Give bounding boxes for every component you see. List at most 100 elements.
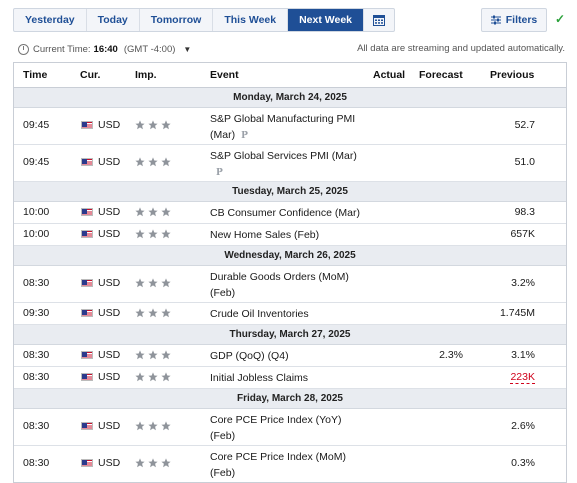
event-name[interactable]: New Home Sales (Feb) (210, 227, 365, 243)
event-currency: USD (81, 277, 120, 289)
us-flag-icon (81, 309, 93, 317)
us-flag-icon (81, 230, 93, 238)
importance-stars (135, 157, 171, 167)
star-icon (135, 350, 145, 360)
table-row[interactable]: 08:30 USD Core PCE Price Index (MoM) (Feb)… (14, 446, 566, 482)
table-row[interactable]: 08:30 USD GDP (QoQ) (Q4) 2.3% 3.1% (14, 345, 566, 367)
tab-today[interactable]: Today (87, 9, 140, 31)
event-currency: USD (81, 420, 120, 432)
event-time: 09:45 (23, 156, 50, 168)
star-icon (135, 207, 145, 217)
star-icon (148, 229, 158, 239)
day-header: Friday, March 28, 2025 (14, 389, 566, 409)
check-icon: ✓ (555, 12, 566, 26)
event-currency: USD (81, 228, 120, 240)
event-name-text: CB Consumer Confidence (Mar) (210, 207, 360, 219)
tab-yesterday[interactable]: Yesterday (14, 9, 87, 31)
importance-stars (135, 421, 171, 431)
table-row[interactable]: 08:30 USD Core PCE Price Index (YoY) (Feb)… (14, 409, 566, 446)
importance-stars (135, 458, 171, 468)
calendar-button[interactable] (364, 9, 394, 31)
col-importance: Imp. (135, 69, 157, 81)
star-icon (161, 278, 171, 288)
currency-label: USD (98, 277, 121, 289)
tab-tomorrow[interactable]: Tomorrow (140, 9, 214, 31)
event-currency: USD (81, 307, 120, 319)
currency-label: USD (98, 349, 121, 361)
filters-button[interactable]: Filters (481, 8, 547, 32)
col-forecast: Forecast (419, 69, 463, 81)
event-previous: 0.3% (511, 457, 535, 469)
table-row[interactable]: 09:45 USD S&P Global Services PMI (Mar) P 51… (14, 145, 566, 182)
table-row[interactable]: 08:30 USD Durable Goods Orders (MoM) (Feb)… (14, 266, 566, 303)
currency-label: USD (98, 307, 121, 319)
star-icon (135, 278, 145, 288)
event-time: 09:45 (23, 119, 50, 131)
event-name[interactable]: Durable Goods Orders (MoM) (Feb) (210, 269, 365, 301)
event-time: 10:00 (23, 228, 50, 240)
importance-stars (135, 278, 171, 288)
event-name[interactable]: GDP (QoQ) (Q4) (210, 348, 365, 364)
current-time-label: Current Time: (33, 43, 91, 55)
event-time: 10:00 (23, 206, 50, 218)
star-icon (148, 207, 158, 217)
star-icon (161, 229, 171, 239)
event-currency: USD (81, 349, 120, 361)
star-icon (135, 120, 145, 130)
event-previous: 3.1% (511, 349, 535, 361)
event-name[interactable]: Core PCE Price Index (YoY) (Feb) (210, 412, 365, 444)
us-flag-icon (81, 351, 93, 359)
col-time: Time (23, 69, 48, 81)
sliders-icon (490, 15, 501, 25)
event-time: 08:30 (23, 457, 50, 469)
event-name[interactable]: S&P Global Services PMI (Mar) P (210, 148, 365, 181)
star-icon (161, 350, 171, 360)
star-icon (135, 458, 145, 468)
table-row[interactable]: 10:00 USD New Home Sales (Feb) 657K (14, 224, 566, 246)
table-row[interactable]: 08:30 USD Initial Jobless Claims 223K (14, 367, 566, 389)
event-currency: USD (81, 119, 120, 131)
event-name-text: Durable Goods Orders (MoM) (Feb) (210, 271, 349, 299)
day-header: Tuesday, March 25, 2025 (14, 182, 566, 202)
tab-this-week[interactable]: This Week (213, 9, 289, 31)
event-time: 08:30 (23, 420, 50, 432)
star-icon (135, 229, 145, 239)
clock-icon (18, 43, 29, 55)
event-name[interactable]: CB Consumer Confidence (Mar) (210, 205, 365, 221)
importance-stars (135, 120, 171, 130)
timezone-label: (GMT -4:00) (123, 43, 176, 55)
preliminary-icon: P (216, 168, 223, 178)
star-icon (148, 278, 158, 288)
star-icon (161, 372, 171, 382)
table-row[interactable]: 09:30 USD Crude Oil Inventories 1.745M (14, 303, 566, 325)
currency-label: USD (98, 420, 121, 432)
event-name[interactable]: Crude Oil Inventories (210, 306, 365, 322)
event-name-text: S&P Global Manufacturing PMI (Mar) (210, 113, 356, 141)
table-row[interactable]: 10:00 USD CB Consumer Confidence (Mar) 98.3 (14, 202, 566, 224)
us-flag-icon (81, 121, 93, 129)
currency-label: USD (98, 371, 121, 383)
currency-label: USD (98, 119, 121, 131)
star-icon (148, 350, 158, 360)
star-icon (148, 372, 158, 382)
tab-next-week[interactable]: Next Week (288, 9, 365, 31)
event-name[interactable]: S&P Global Manufacturing PMI (Mar) P (210, 111, 365, 144)
table-row[interactable]: 09:45 USD S&P Global Manufacturing PMI (Ma… (14, 108, 566, 145)
event-name-text: New Home Sales (Feb) (210, 229, 320, 241)
event-name[interactable]: Core PCE Price Index (MoM) (Feb) (210, 449, 365, 481)
importance-stars (135, 207, 171, 217)
star-icon (161, 421, 171, 431)
event-name[interactable]: Initial Jobless Claims (210, 370, 365, 386)
currency-label: USD (98, 206, 121, 218)
day-header: Monday, March 24, 2025 (14, 88, 566, 108)
star-icon (148, 421, 158, 431)
star-icon (135, 157, 145, 167)
table-header: Time Cur. Imp. Event Actual Forecast Pre… (14, 63, 566, 88)
event-previous[interactable]: 223K (510, 371, 535, 384)
us-flag-icon (81, 373, 93, 381)
current-time-selector[interactable]: Current Time: 16:40 (GMT -4:00) ▼ (18, 41, 191, 57)
col-actual: Actual (373, 69, 406, 81)
economic-calendar-table: Time Cur. Imp. Event Actual Forecast Pre… (13, 62, 567, 483)
importance-stars (135, 308, 171, 318)
event-name-text: Core PCE Price Index (YoY) (Feb) (210, 414, 342, 442)
